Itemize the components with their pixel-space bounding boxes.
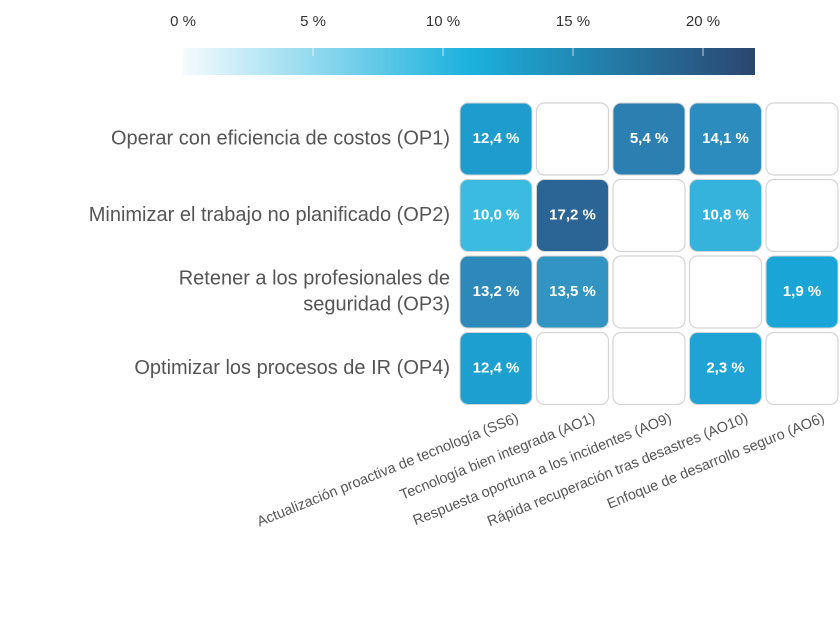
cell-label: 10,0 % <box>473 206 520 223</box>
cell <box>612 102 686 176</box>
cell <box>536 179 609 252</box>
cell-label: 17,2 % <box>549 206 596 223</box>
cell <box>459 179 533 252</box>
empty-cell <box>535 331 610 406</box>
colorbar-tick-label: 15 % <box>556 13 590 30</box>
empty-cell <box>612 331 686 406</box>
empty-cell <box>765 178 839 253</box>
cell-label: 10,8 % <box>702 206 749 223</box>
row-label: Operar con eficiencia de costos (OP1) <box>111 127 450 149</box>
empty-cell <box>688 255 763 329</box>
cell-label: 5,4 % <box>630 130 668 147</box>
colorbar-tick-label: 10 % <box>426 13 460 30</box>
cell-label: 13,5 % <box>549 283 596 300</box>
empty-cell <box>765 102 839 176</box>
cell-label: 13,2 % <box>473 283 520 300</box>
cell-label: 12,4 % <box>473 359 520 376</box>
empty-cell <box>765 331 839 406</box>
row-label: Optimizar los procesos de IR (OP4) <box>134 357 450 379</box>
cell <box>689 179 762 252</box>
cell-label: 2,3 % <box>706 359 744 376</box>
colorbar-tick-label: 5 % <box>300 13 326 30</box>
cell-label: 1,9 % <box>783 283 821 300</box>
cell-label: 14,1 % <box>702 130 749 147</box>
cell <box>765 255 839 329</box>
colorbar-tick-label: 20 % <box>686 13 720 30</box>
cell <box>459 332 533 405</box>
cell <box>689 102 762 176</box>
cell-label: 12,4 % <box>473 130 520 147</box>
cell <box>459 102 533 176</box>
colorbar-tick-label: 0 % <box>170 13 196 30</box>
empty-cell <box>612 255 686 329</box>
cell <box>459 255 533 329</box>
empty-cell <box>535 102 610 176</box>
cell <box>536 255 609 329</box>
row-label: Minimizar el trabajo no planificado (OP2… <box>89 204 450 226</box>
row-label: Retener a los profesionales de <box>179 267 450 289</box>
row-label: seguridad (OP3) <box>303 293 450 315</box>
empty-cell <box>612 178 686 253</box>
cell <box>689 332 762 405</box>
colorbar <box>183 48 755 75</box>
